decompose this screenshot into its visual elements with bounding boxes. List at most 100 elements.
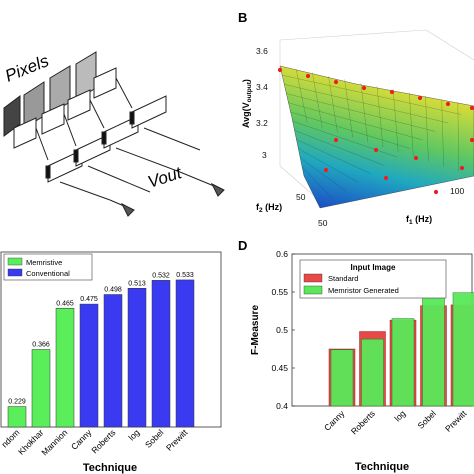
module-terminal	[45, 165, 51, 179]
photodetector	[41, 103, 65, 135]
mesh-line	[301, 166, 333, 200]
mesh-line	[289, 111, 410, 149]
surface-point	[469, 137, 474, 143]
surface-mesh	[279, 65, 474, 209]
panel-letter: D	[238, 238, 247, 253]
surface-points	[277, 67, 474, 195]
surface-point	[383, 175, 389, 181]
legend-label: Standard	[328, 274, 358, 283]
chart-d-svg: D 0.4 0.45 0.5 0.55 0.6 Canny Roberts log Sobel…	[238, 238, 474, 473]
f1-tick-label: 100	[450, 186, 464, 196]
mesh-line	[295, 139, 372, 175]
photodetector	[13, 117, 37, 149]
x-tick-label: log	[126, 427, 141, 442]
bar-memristor-sobel	[422, 292, 445, 407]
bar-sobel	[151, 280, 171, 428]
mesh-line	[344, 79, 353, 138]
bar-memristor-canny	[330, 349, 354, 407]
bar-memristor-log	[391, 318, 415, 407]
surface-point	[277, 67, 283, 73]
panel-c-bar-chart: 0.229 0.366 0.465 0.475 0.498 0.513 0.532 0.533…	[0, 238, 236, 474]
bar-prewitt	[175, 279, 195, 428]
surface-point	[389, 89, 395, 95]
bar-roberts	[103, 294, 123, 428]
x-tick-label: Mannion	[39, 427, 69, 457]
bar-log	[127, 288, 147, 428]
y-tick-label: 0.55	[271, 287, 288, 297]
z-tick-label: 3.6	[256, 46, 268, 56]
z-axis-label: Avg(Voutput)	[241, 79, 253, 128]
x-tick-label: Prewitt	[443, 408, 469, 434]
x-axis-title: Technique	[83, 462, 137, 474]
module-terminal	[129, 111, 135, 125]
mesh-line	[296, 69, 308, 123]
x-tick-label: Roberts	[349, 408, 377, 436]
surface-point	[305, 73, 311, 79]
x-tick-label: Canny	[322, 408, 347, 433]
bar-value-label: 0.229	[8, 399, 26, 406]
surface-point	[413, 155, 419, 161]
bar-value-label: 0.366	[32, 342, 50, 349]
bar-value-label: 0.533	[176, 272, 194, 279]
bar-value-label: 0.498	[104, 287, 122, 294]
mesh-line	[409, 92, 414, 157]
mesh-line	[360, 82, 368, 143]
panel-letter: B	[238, 10, 247, 25]
surface-point	[459, 165, 465, 171]
legend-swatch-memristive	[7, 257, 23, 266]
legend-swatch-standard	[303, 273, 323, 283]
z-tick-label: 3.2	[256, 118, 268, 128]
bar-value-label: 0.475	[80, 296, 98, 303]
surface-point	[323, 167, 329, 173]
wire	[59, 127, 201, 201]
bar-memristor-prewitt	[452, 292, 474, 407]
mesh-line	[441, 99, 444, 167]
x-tick-label: Sobel	[415, 408, 438, 431]
module-terminal	[73, 149, 79, 163]
x-axis-title: Technique	[355, 461, 409, 473]
pixels-label: Pixels	[2, 51, 52, 86]
bar-memristor-roberts	[361, 338, 384, 407]
schematic-drawing: Pixels Vout	[2, 51, 225, 217]
legend-label: Memristor Generated	[328, 286, 399, 295]
bar-canny	[79, 303, 99, 428]
legend-label: Memristive	[26, 258, 62, 267]
surface-point	[333, 79, 339, 85]
mesh-line	[285, 93, 436, 132]
panel-d-bar-chart: D 0.4 0.45 0.5 0.55 0.6 Canny Roberts log Sobel…	[236, 238, 474, 474]
bar-value-label: 0.532	[152, 272, 170, 279]
panel-b-surface: B 3.6 3.4 3.2 3 50 100 50 Avg(Voutput) f…	[236, 0, 474, 236]
mesh-line	[291, 120, 398, 158]
mesh-line	[393, 89, 399, 152]
y-tick-label: 0.4	[276, 401, 288, 411]
mesh-line	[299, 157, 346, 192]
z-tick-label: 3.4	[256, 82, 268, 92]
mesh-line	[328, 75, 338, 133]
mesh-line	[281, 75, 462, 115]
y-tick-label: 0.6	[276, 249, 288, 259]
surface-point	[433, 189, 439, 195]
z-tick-label: 3	[262, 150, 267, 160]
mesh-line	[376, 85, 384, 148]
surface-point	[445, 101, 451, 107]
y-tick-label: 0.5	[276, 325, 288, 335]
mesh-line	[283, 84, 449, 124]
mesh-line	[312, 72, 323, 128]
memristor-module	[131, 95, 167, 129]
legend-title: Input Image	[351, 263, 396, 272]
wire	[35, 77, 133, 161]
legend-swatch-conventional	[7, 268, 23, 277]
mesh-line	[457, 102, 459, 172]
legend: Input Image Standard Memristor Generated	[299, 259, 447, 299]
legend-swatch-memristor-generated	[303, 285, 323, 295]
mesh-line	[287, 102, 423, 141]
legend: Memristive Conventional	[3, 253, 93, 281]
mesh-lines	[281, 69, 462, 200]
x-tick-label: log	[392, 408, 407, 423]
bar-value-label: 0.513	[128, 280, 146, 287]
mesh-line	[297, 148, 359, 183]
bar-khokhar	[31, 349, 51, 428]
x-tick-label: Prewitt	[164, 427, 190, 453]
chart-c-svg: 0.229 0.366 0.465 0.475 0.498 0.513 0.532 0.533…	[0, 251, 222, 474]
mesh-line	[293, 130, 385, 166]
